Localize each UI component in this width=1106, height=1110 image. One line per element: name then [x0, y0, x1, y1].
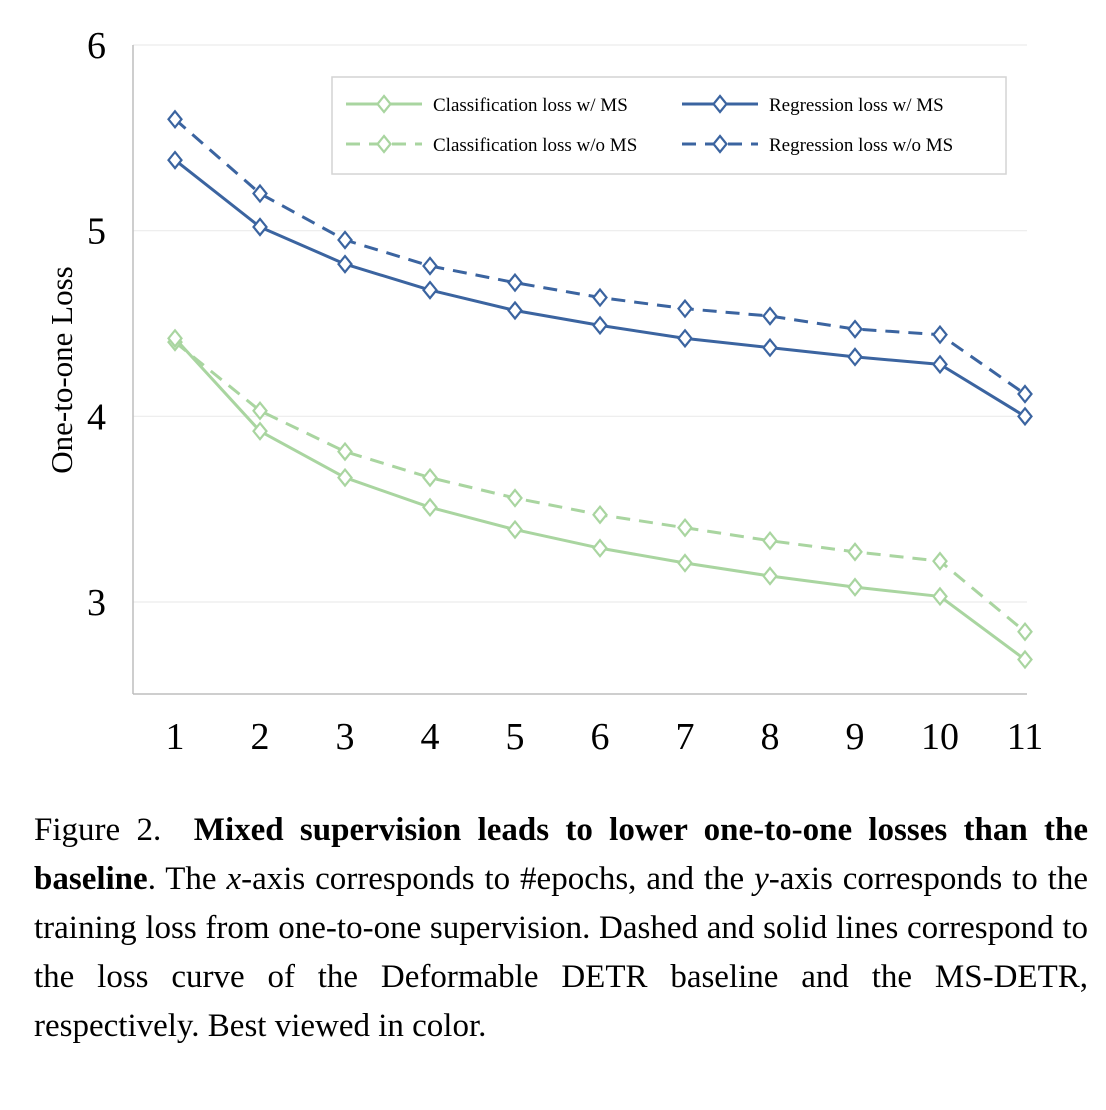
- series-line: [173, 337, 1026, 661]
- data-point: [592, 287, 608, 308]
- data-point: [252, 401, 268, 421]
- legend-entry: Classification loss w/ MS: [346, 94, 628, 116]
- legend-entry: Regression loss w/ MS: [682, 94, 944, 116]
- series-regression-loss-w-ms: [167, 150, 1033, 427]
- data-point: [847, 542, 863, 562]
- data-point: [677, 328, 693, 349]
- data-point: [592, 315, 608, 336]
- data-point: [932, 324, 948, 345]
- chart-container: Classification loss w/ MS Regression loss…: [44, 25, 1043, 758]
- data-point: [677, 298, 693, 319]
- figure-caption: Figure 2. Mixed supervision leads to low…: [34, 806, 1088, 1051]
- data-point: [507, 272, 523, 293]
- data-point: [422, 467, 438, 488]
- data-point: [252, 183, 268, 204]
- legend-box: [331, 76, 1007, 175]
- y-tick-label: 3: [87, 582, 106, 624]
- y-tick-label: 6: [87, 25, 106, 67]
- x-tick-label: 7: [676, 716, 695, 758]
- x-tick-label: 3: [336, 716, 355, 758]
- axes: [132, 45, 1027, 695]
- data-point: [1017, 406, 1033, 427]
- x-tick-label: 5: [506, 716, 525, 758]
- data-point: [252, 217, 268, 237]
- data-point: [337, 254, 353, 274]
- legend-swatch-marker: [376, 94, 392, 114]
- y-tick-label: 5: [87, 211, 106, 253]
- x-tick-label: 2: [251, 716, 270, 758]
- legend-entry: Regression loss w/o MS: [682, 134, 953, 156]
- caption-text-2: -axis corresponds to #epochs, and the: [241, 861, 755, 897]
- data-point: [422, 280, 438, 300]
- data-point: [847, 347, 863, 367]
- legend-label: Classification loss w/o MS: [433, 135, 637, 156]
- caption-label: Figure 2.: [34, 812, 162, 848]
- caption-text-1: . The: [147, 861, 227, 897]
- data-point: [167, 328, 183, 349]
- data-point: [592, 504, 608, 525]
- data-point: [252, 421, 268, 441]
- data-point: [167, 150, 183, 170]
- y-axis-title: One-to-one Loss: [44, 266, 79, 473]
- legend-label: Classification loss w/ MS: [433, 95, 628, 116]
- y-tick-label: 4: [87, 396, 106, 438]
- data-point: [762, 337, 778, 358]
- data-point: [422, 256, 438, 276]
- x-tick-label: 1: [166, 716, 185, 758]
- data-point: [507, 488, 523, 508]
- data-point: [507, 519, 523, 540]
- x-tick-label: 8: [761, 716, 780, 758]
- caption-bold-text: Mixed supervision leads to lower one-to-…: [34, 812, 1088, 897]
- legend-label: Regression loss w/o MS: [769, 135, 953, 156]
- data-point: [337, 467, 353, 488]
- gridlines: [133, 44, 1027, 603]
- caption-math-x: x: [226, 861, 242, 897]
- data-point: [422, 497, 438, 518]
- data-point: [677, 553, 693, 573]
- series-lines: [167, 109, 1033, 670]
- loss-line-chart: Classification loss w/ MS Regression loss…: [44, 25, 1043, 758]
- data-point: [932, 551, 948, 571]
- x-tick-label: 4: [421, 716, 440, 758]
- series-regression-loss-w-o-ms: [167, 109, 1033, 404]
- data-point: [932, 586, 948, 607]
- axis-labels: 3 4 5 6 1 2 3 4 5 6 7 8 9 10 11 One-to-one Loss: [44, 25, 1043, 758]
- legend: Classification loss w/ MS Regression loss…: [331, 76, 1007, 175]
- x-tick-label: 10: [921, 716, 959, 758]
- legend-swatch-marker: [712, 134, 728, 154]
- legend-label: Regression loss w/ MS: [769, 95, 944, 116]
- data-point: [1017, 621, 1033, 642]
- data-point: [337, 230, 353, 250]
- data-point: [507, 300, 523, 321]
- data-point: [847, 319, 863, 339]
- series-classification-loss-w-o-ms: [167, 332, 1033, 642]
- x-tick-label: 9: [846, 716, 865, 758]
- data-point: [932, 354, 948, 375]
- data-point: [762, 306, 778, 326]
- data-point: [1017, 384, 1033, 404]
- legend-swatch-marker: [712, 94, 728, 114]
- caption-text-3: -axis corresponds to the training loss f…: [34, 861, 1088, 1044]
- legend-entry: Classification loss w/o MS: [346, 134, 637, 156]
- data-point: [677, 517, 693, 538]
- series-line: [174, 340, 1026, 633]
- x-tick-label: 11: [1007, 716, 1044, 758]
- series-classification-loss-w-ms: [167, 328, 1033, 670]
- data-point: [762, 566, 778, 586]
- data-point: [592, 538, 608, 558]
- data-point: [762, 530, 778, 551]
- caption-math-y: y: [754, 861, 769, 897]
- data-point: [847, 577, 863, 597]
- data-point: [1017, 649, 1033, 670]
- data-point: [337, 441, 353, 462]
- legend-swatch-marker: [376, 134, 392, 154]
- x-tick-label: 6: [591, 716, 610, 758]
- data-point: [167, 109, 183, 130]
